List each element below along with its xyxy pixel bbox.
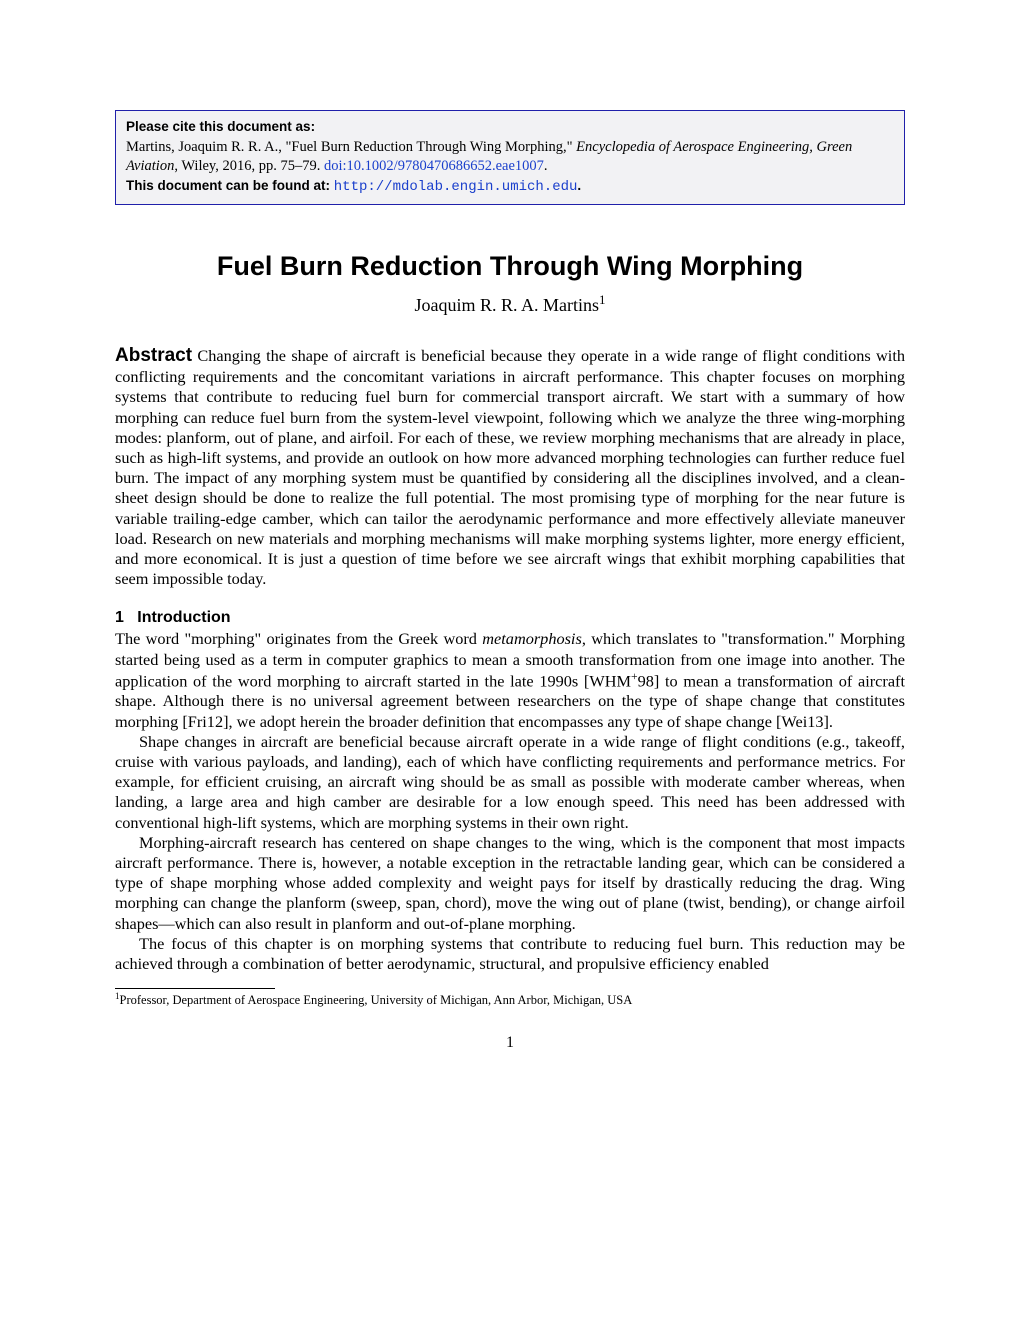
section-1-p3: Morphing-aircraft research has centered … [115, 833, 905, 934]
section-1-p4: The focus of this chapter is on morphing… [115, 934, 905, 974]
section-1-p1: The word "morphing" originates from the … [115, 629, 905, 731]
abstract-text: Changing the shape of aircraft is benefi… [115, 346, 905, 589]
section-1-body: The word "morphing" originates from the … [115, 629, 905, 974]
p1-italic: metamorphosis [482, 629, 582, 648]
cite-post: , Wiley, 2016, pp. 75–79. [174, 158, 324, 174]
doi-end: . [544, 158, 548, 174]
author-sup: 1 [599, 292, 605, 307]
footnote-text: Professor, Department of Aerospace Engin… [120, 993, 633, 1007]
abstract-block: Abstract Changing the shape of aircraft … [115, 344, 905, 590]
section-1-num: 1 [115, 609, 124, 626]
citation-box: Please cite this document as: Martins, J… [115, 110, 905, 205]
url-end: . [577, 178, 581, 193]
author-line: Joaquim R. R. A. Martins1 [115, 292, 905, 316]
cite-label-1: Please cite this document as: [126, 118, 894, 138]
section-1-p2: Shape changes in aircraft are beneficial… [115, 732, 905, 833]
cite-line-1: Martins, Joaquim R. R. A., "Fuel Burn Re… [126, 138, 894, 177]
section-1-title: Introduction [137, 609, 230, 626]
p1-a: The word "morphing" originates from the … [115, 629, 482, 648]
author-name: Joaquim R. R. A. Martins [415, 295, 600, 315]
page-number: 1 [115, 1034, 905, 1052]
p1-sup: + [631, 670, 638, 683]
cite-pre: Martins, Joaquim R. R. A., "Fuel Burn Re… [126, 139, 576, 155]
abstract-label: Abstract [115, 345, 192, 366]
footnote-1: 1Professor, Department of Aerospace Engi… [115, 991, 905, 1008]
paper-title: Fuel Burn Reduction Through Wing Morphin… [115, 251, 905, 282]
footnote-rule [115, 988, 275, 989]
doi-link[interactable]: doi:10.1002/9780470686652.eae1007 [324, 158, 544, 174]
cite-label-2: This document can be found at: [126, 178, 334, 193]
cite-line-2: This document can be found at: http://md… [126, 177, 894, 197]
section-1-heading: 1 Introduction [115, 609, 905, 627]
url-link[interactable]: http://mdolab.engin.umich.edu [334, 179, 578, 195]
cite-label-1-text: Please cite this document as: [126, 119, 315, 134]
